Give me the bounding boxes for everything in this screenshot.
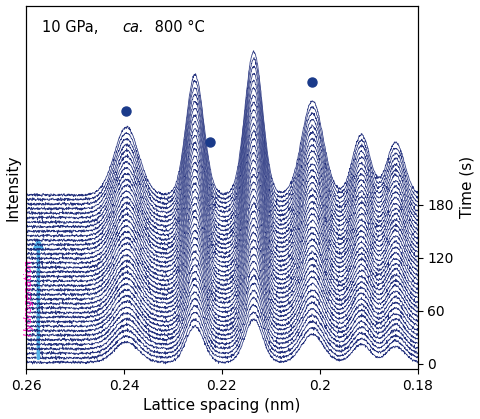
Text: 10 GPa,: 10 GPa, xyxy=(42,20,103,35)
Text: 800 °C: 800 °C xyxy=(150,20,205,35)
Y-axis label: Time (s): Time (s) xyxy=(459,156,474,218)
Text: ca.: ca. xyxy=(122,20,144,35)
Text: Hydrogenation: Hydrogenation xyxy=(24,259,34,336)
Y-axis label: Intensity: Intensity xyxy=(6,154,21,221)
X-axis label: Lattice spacing (nm): Lattice spacing (nm) xyxy=(143,398,300,414)
